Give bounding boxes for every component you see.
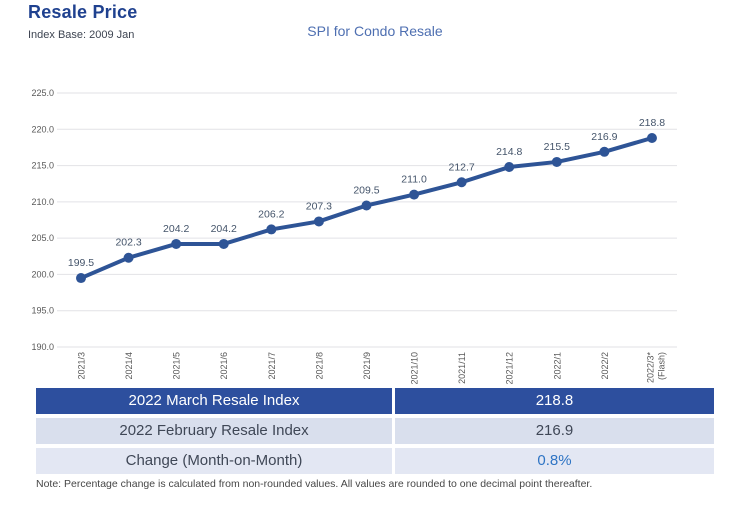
data-point-marker — [646, 132, 657, 143]
page-title: Resale Price — [28, 2, 138, 22]
data-point-label: 211.0 — [401, 174, 427, 186]
y-axis-tick-label: 200.0 — [31, 269, 54, 279]
data-point-label: 204.2 — [211, 223, 237, 235]
data-point-label: 199.5 — [68, 257, 94, 269]
x-axis-tick-label: 2022/3* — [645, 352, 655, 384]
index-base-label: Index Base: 2009 Jan — [28, 29, 135, 41]
y-axis-tick-label: 190.0 — [31, 342, 54, 352]
x-axis-tick-label: 2021/9 — [362, 352, 372, 380]
x-axis-tick-label: 2021/5 — [172, 352, 182, 380]
x-axis-tick-label: 2021/8 — [314, 352, 324, 380]
y-axis-tick-label: 225.0 — [31, 88, 54, 98]
table-row-value: 218.8 — [395, 388, 714, 414]
data-point-marker — [171, 238, 182, 249]
x-axis-tick-label: 2022/1 — [552, 352, 562, 380]
data-point-label: 216.9 — [591, 131, 617, 143]
x-axis-tick-label: 2021/6 — [219, 352, 229, 380]
y-axis-tick-label: 210.0 — [31, 197, 54, 207]
data-point-marker — [456, 177, 467, 188]
data-point-marker — [361, 200, 372, 211]
table-row-label: 2022 March Resale Index — [36, 388, 392, 414]
x-axis-tick-label: (Flash) — [656, 352, 666, 380]
y-axis-tick-label: 215.0 — [31, 161, 54, 171]
data-point-marker — [123, 252, 134, 263]
y-axis-tick-label: 195.0 — [31, 306, 54, 316]
resale-price-line-chart: 190.0 195.0 200.0 205.0 210.0 215.0 220.0 225.0… — [31, 88, 677, 385]
chart-title: SPI for Condo Resale — [307, 23, 443, 39]
data-point-marker — [551, 156, 562, 167]
data-point-marker — [218, 238, 229, 249]
x-axis-tick-label: 2021/11 — [457, 352, 467, 384]
data-point-label: 202.3 — [115, 237, 141, 249]
data-point-label: 209.5 — [353, 184, 379, 196]
x-axis-tick-label: 2022/2 — [600, 352, 610, 380]
table-row-value: 216.9 — [395, 418, 714, 444]
x-axis-tick-label: 2021/3 — [77, 352, 87, 380]
data-point-marker — [266, 224, 277, 235]
table-row-value: 0.8% — [395, 448, 714, 474]
table-row-label: Change (Month-on-Month) — [36, 448, 392, 474]
x-axis-tick-label: 2021/7 — [267, 352, 277, 380]
resale-index-table: 2022 March Resale Index 218.8 2022 Febru… — [36, 388, 714, 474]
x-axis-tick-label: 2021/12 — [505, 352, 515, 385]
data-point-marker — [599, 146, 610, 157]
data-point-marker — [504, 162, 515, 173]
footnote: Note: Percentage change is calculated fr… — [36, 478, 593, 490]
data-point-label: 212.7 — [448, 161, 474, 173]
data-point-marker — [313, 216, 324, 227]
data-point-label: 207.3 — [306, 200, 332, 212]
data-point-marker — [76, 273, 86, 284]
data-point-label: 206.2 — [258, 208, 284, 220]
y-axis-tick-label: 220.0 — [31, 124, 54, 134]
x-axis-tick-label: 2021/10 — [410, 352, 420, 385]
data-point-marker — [409, 189, 420, 200]
data-point-label: 218.8 — [639, 117, 665, 129]
y-axis-tick-label: 205.0 — [31, 233, 54, 243]
data-point-label: 214.8 — [496, 146, 522, 158]
table-row-label: 2022 February Resale Index — [36, 418, 392, 444]
x-axis-tick-label: 2021/4 — [124, 352, 134, 380]
data-point-label: 215.5 — [544, 141, 570, 153]
data-point-label: 204.2 — [163, 223, 189, 235]
